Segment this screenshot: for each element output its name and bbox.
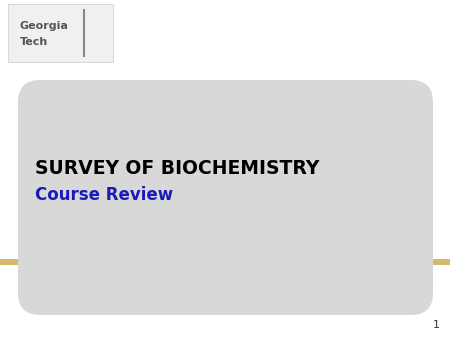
Text: Tech: Tech [20, 37, 48, 47]
Text: SURVEY OF BIOCHEMISTRY: SURVEY OF BIOCHEMISTRY [35, 159, 320, 177]
Bar [0, 259, 450, 265]
Text: Georgia: Georgia [20, 21, 69, 31]
Text: Course Review: Course Review [35, 186, 173, 204]
FancyBboxPatch shape [18, 80, 433, 315]
Text: 1: 1 [433, 320, 440, 330]
Bar [8, 4, 113, 62]
